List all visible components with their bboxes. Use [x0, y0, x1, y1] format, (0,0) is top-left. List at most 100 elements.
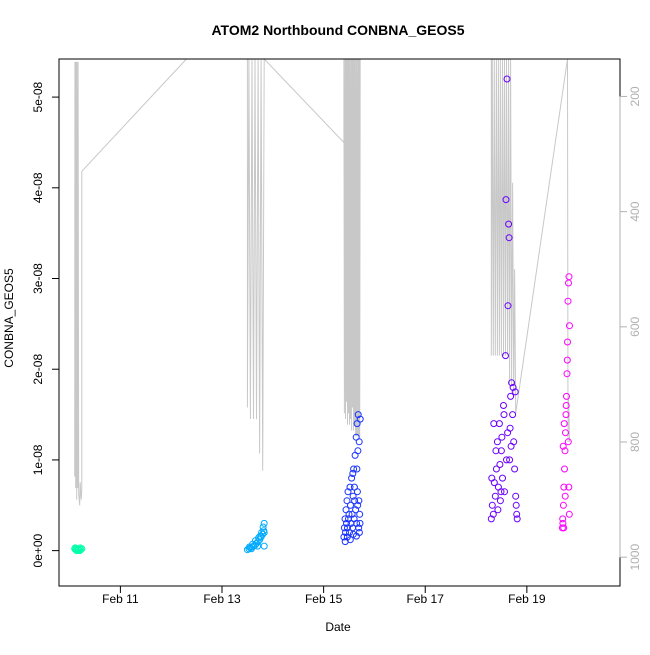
- data-point: [355, 438, 363, 446]
- right-axis-tick-label: 400: [628, 201, 642, 221]
- data-point: [501, 488, 508, 496]
- data-point: [343, 519, 350, 527]
- data-point: [499, 474, 506, 482]
- data-point: [354, 501, 362, 509]
- right-axis-tick-label: 600: [628, 316, 642, 336]
- data-point: [562, 429, 569, 437]
- data-point: [353, 488, 361, 496]
- data-point: [563, 392, 570, 400]
- data-point: [509, 411, 517, 419]
- data-point: [560, 524, 568, 532]
- data-point: [562, 411, 570, 419]
- data-point: [506, 424, 514, 432]
- data-point: [341, 515, 349, 523]
- data-point: [565, 510, 573, 518]
- y-tick-label: 3e-08: [31, 263, 45, 294]
- data-point: [563, 356, 571, 364]
- y-axis: 0e+00 1e-08 2e-08 3e-08 4e-08 5e-08: [31, 81, 60, 567]
- data-point: [502, 352, 509, 360]
- data-point: [563, 370, 571, 378]
- data-point: [349, 470, 357, 477]
- y-tick-label: 1e-08: [31, 444, 45, 475]
- x-tick-label: Feb 15: [305, 592, 343, 606]
- data-point: [346, 536, 354, 544]
- x-tick-label: Feb 19: [508, 592, 546, 606]
- data-point: [566, 322, 573, 330]
- x-axis-label: Date: [325, 620, 351, 634]
- data-point: [509, 383, 517, 391]
- data-point: [561, 492, 569, 500]
- data-point: [256, 532, 264, 540]
- data-point: [502, 196, 510, 204]
- data-point: [345, 510, 353, 518]
- data-point: [565, 483, 573, 491]
- data-point: [352, 506, 360, 514]
- data-point: [503, 456, 510, 464]
- y-tick-label: 4e-08: [31, 172, 45, 203]
- data-point: [255, 534, 263, 542]
- data-point: [565, 273, 573, 281]
- data-point: [559, 501, 567, 509]
- data-point: [559, 442, 567, 450]
- data-point: [494, 506, 502, 514]
- data-point: [511, 388, 519, 396]
- right-pressure-axis: 200 400 600 800 1000: [619, 86, 642, 571]
- x-tick-label: Feb 11: [102, 592, 139, 606]
- data-point: [507, 442, 515, 450]
- x-tick-label: Feb 13: [203, 592, 241, 606]
- data-point: [513, 510, 521, 518]
- data-point: [559, 515, 567, 523]
- data-point: [340, 533, 348, 541]
- data-point: [500, 411, 508, 419]
- data-point: [487, 515, 495, 523]
- data-point: [512, 492, 520, 500]
- y-tick-label: 0e+00: [31, 533, 45, 567]
- x-tick-label: Feb 17: [407, 592, 445, 606]
- data-point: [512, 501, 520, 509]
- data-point: [356, 415, 364, 423]
- data-point: [505, 220, 513, 228]
- right-axis-tick-label: 800: [628, 432, 642, 452]
- x-axis: Feb 11 Feb 13 Feb 15 Feb 17 Feb 19: [102, 585, 546, 606]
- data-point: [354, 447, 362, 455]
- data-point: [497, 488, 505, 496]
- data-point: [564, 438, 572, 446]
- data-point: [508, 379, 516, 387]
- data-point: [493, 438, 501, 446]
- chart-title: ATOM2 Northbound CONBNA_GEOS5: [211, 22, 464, 38]
- data-point: [489, 510, 497, 518]
- data-point: [564, 297, 572, 305]
- data-point: [350, 465, 358, 473]
- data-point: [505, 234, 513, 242]
- data-point: [260, 529, 268, 536]
- data-point: [500, 402, 507, 409]
- data-point: [511, 465, 519, 473]
- data-point: [488, 474, 496, 482]
- data-point: [355, 524, 363, 532]
- data-point: [344, 524, 351, 532]
- data-point: [492, 447, 500, 455]
- data-point: [492, 465, 500, 473]
- data-point: [562, 402, 570, 409]
- data-point: [488, 501, 496, 509]
- data-point: [348, 510, 356, 518]
- data-point: [504, 302, 512, 310]
- y-tick-label: 2e-08: [31, 354, 45, 385]
- data-point: [564, 338, 571, 346]
- data-point: [340, 524, 348, 532]
- data-point: [513, 515, 521, 523]
- data-point: [507, 392, 515, 400]
- data-point: [490, 420, 498, 428]
- data-point: [348, 474, 356, 482]
- data-point: [355, 497, 363, 505]
- data-point: [355, 529, 363, 536]
- data-point: [76, 544, 84, 552]
- data-points-layer: [71, 75, 573, 555]
- altitude-trace-layer: [74, 57, 570, 506]
- data-point: [347, 501, 354, 509]
- data-point: [353, 519, 361, 527]
- data-point: [342, 529, 349, 536]
- right-axis-tick-label: 200: [628, 86, 642, 106]
- data-point: [503, 75, 511, 83]
